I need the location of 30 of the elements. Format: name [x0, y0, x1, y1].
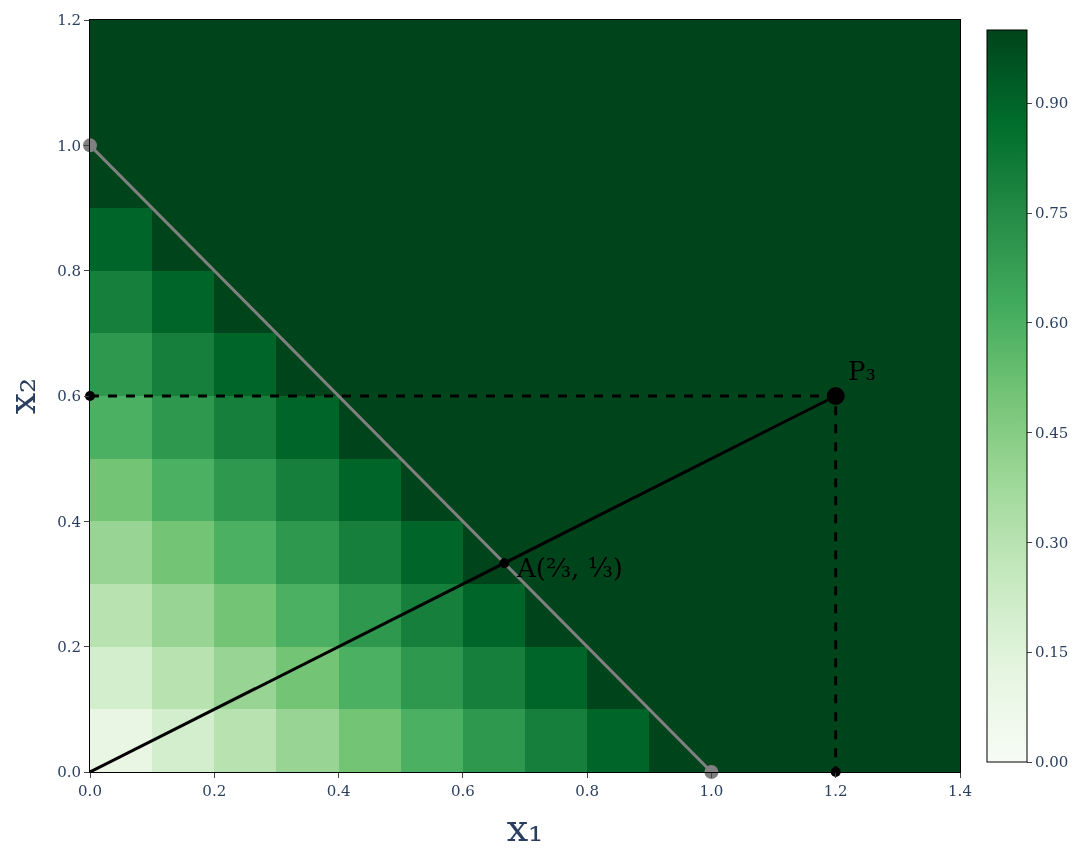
y-tick-label: 0.0 [57, 763, 81, 782]
color-bar-label: 0.60 [1035, 314, 1069, 333]
y-tick-label: 0.2 [57, 637, 81, 656]
x-tick-label: 0.6 [450, 782, 475, 800]
y-tick-label: 0.8 [57, 261, 81, 280]
x-tick-label: 1.4 [948, 782, 972, 800]
y-tick-label: 1.0 [57, 136, 81, 155]
color-bar-label: 0.15 [1035, 643, 1069, 662]
color-bar-label: 0.00 [1035, 753, 1069, 772]
y-axis-title: x₂ [0, 377, 44, 415]
x-tick-label: 1.0 [699, 782, 724, 800]
x-tick-label: 1.2 [823, 782, 848, 800]
color-bar-label: 0.45 [1035, 423, 1069, 442]
annotation: A(⅔, ⅓) [516, 553, 623, 583]
y-tick-label: 1.2 [57, 11, 81, 30]
x-tick-label: 0.2 [202, 782, 227, 800]
y-tick-label: 0.4 [57, 512, 81, 531]
color-bar-label: 0.30 [1035, 533, 1069, 552]
y-tick-label: 0.6 [57, 387, 81, 406]
x-tick-label: 0.4 [326, 782, 351, 800]
x-tick-label: 0.8 [575, 782, 600, 800]
point [83, 138, 97, 153]
point [826, 387, 845, 405]
color-bar-label: 0.90 [1035, 94, 1069, 113]
color-bar-label: 0.75 [1035, 204, 1069, 223]
x-tick-label: 0.0 [78, 782, 102, 800]
annotation: P₃ [848, 356, 876, 386]
x-axis-title: x₁ [506, 806, 544, 851]
point [499, 558, 510, 569]
point [704, 765, 719, 779]
